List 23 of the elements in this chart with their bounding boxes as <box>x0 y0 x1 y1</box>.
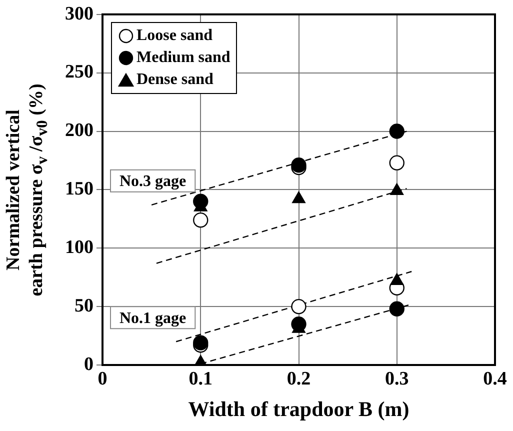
y-tick-label: 100 <box>65 237 94 258</box>
point <box>193 212 208 228</box>
legend-label: Loose sand <box>136 27 213 46</box>
y-tick-label: 250 <box>65 62 94 83</box>
x-tick-label: 0.1 <box>188 368 212 390</box>
x-tick-label: 0.3 <box>385 368 409 390</box>
y-tick-label: 150 <box>65 178 94 200</box>
x-tick-label: 0.4 <box>483 368 508 390</box>
x-axis-title: Width of trapdoor B (m) <box>188 396 410 421</box>
annotation: No.3 gage <box>120 173 186 190</box>
y-tick-label: 200 <box>65 120 94 142</box>
legend-label: Medium sand <box>136 49 230 68</box>
y-tick-label: 300 <box>65 3 94 24</box>
y-tick-label: 0 <box>84 354 94 375</box>
point <box>291 298 306 314</box>
y-tick-label: 50 <box>74 295 94 316</box>
annotation: No.1 gage <box>120 310 186 327</box>
point <box>389 301 404 317</box>
x-tick-label: 0 <box>98 368 108 390</box>
x-tick-label: 0.2 <box>286 368 311 390</box>
point <box>389 124 404 139</box>
legend-label: Dense sand <box>136 71 214 90</box>
point <box>389 155 404 170</box>
